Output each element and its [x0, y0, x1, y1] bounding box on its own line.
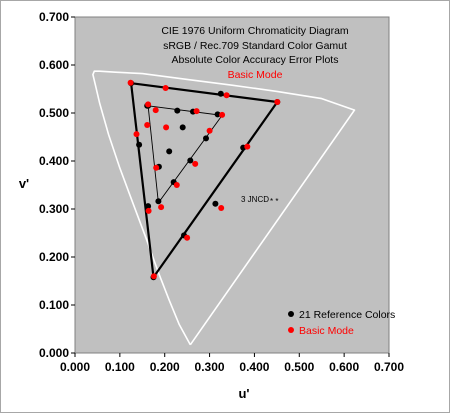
basic-mode-point-18: [152, 107, 159, 114]
y-tick-label: 0.300: [39, 202, 69, 216]
reference-point-15: [203, 135, 209, 142]
chart-title-line-3: Absolute Color Accuracy Error Plots: [172, 54, 339, 66]
basic-mode-point-11: [133, 131, 140, 138]
legend-label-basic-mode: Basic Mode: [299, 325, 354, 337]
y-axis-label: v': [19, 176, 29, 191]
annotation-3jncd: 3 JNCD: [241, 195, 269, 204]
x-tick-label: 0.400: [239, 360, 269, 374]
basic-mode-point-4: [145, 101, 152, 108]
basic-mode-point-1: [127, 79, 134, 86]
basic-mode-point-21: [144, 122, 151, 128]
basic-mode-point-15: [206, 127, 213, 134]
reference-point-21: [179, 124, 186, 131]
spectral-locus-layer: [92, 70, 356, 346]
y-tick-label: 0.400: [39, 154, 69, 168]
y-tick-label: 0.600: [39, 58, 69, 72]
y-tick-label: 0.000: [39, 346, 69, 360]
x-tick-label: 0.100: [105, 360, 135, 374]
reference-point-20: [166, 148, 173, 155]
legend: 21 Reference Colors Basic Mode: [288, 309, 395, 337]
reference-point-10: [145, 203, 152, 210]
basic-mode-point-12: [158, 204, 165, 211]
data-points-layer: [127, 79, 281, 281]
basic-mode-point-13: [173, 182, 180, 188]
reference-point-11: [136, 141, 143, 148]
reference-point-12: [155, 198, 162, 205]
basic-mode-point-20: [163, 124, 170, 131]
spectral-locus-line: [92, 70, 356, 346]
y-tick-label: 0.500: [39, 106, 69, 120]
annotation-3jncd-marker: * *: [270, 197, 278, 206]
reference-point-8: [212, 200, 219, 207]
basic-mode-point-10: [145, 207, 152, 214]
ticks-layer: 0.000 0.100 0.200 0.300 0.400 0.500 0.600 0.700…: [39, 10, 404, 374]
x-tick-label: 0.600: [329, 360, 359, 374]
reference-point-17: [214, 111, 221, 118]
legend-marker-reference: [288, 311, 294, 317]
basic-mode-point-8: [218, 205, 225, 211]
basic-mode-point-3: [150, 273, 157, 280]
chart-subtitle: Basic Mode: [228, 69, 283, 81]
basic-mode-point-14: [192, 160, 199, 167]
basic-mode-point-6: [162, 85, 169, 91]
plot-area: [74, 16, 390, 354]
basic-mode-point-7: [244, 143, 251, 150]
gamut-triangle-outer: [129, 81, 280, 281]
x-axis-label: u': [238, 386, 249, 401]
basic-mode-point-9: [184, 234, 191, 241]
basic-mode-point-19: [153, 164, 160, 171]
chart-title-line-2: sRGB / Rec.709 Standard Color Gamut: [163, 40, 347, 52]
y-tick-label: 0.200: [39, 250, 69, 264]
chart-title-line-1: CIE 1976 Uniform Chromaticity Diagram: [161, 25, 349, 37]
legend-marker-basic-mode: [288, 327, 294, 333]
basic-mode-point-17: [219, 111, 226, 118]
reference-point-6: [174, 107, 181, 114]
reference-point-5: [217, 90, 224, 97]
reference-point-14: [187, 157, 194, 164]
basic-mode-point-2: [274, 99, 281, 105]
x-tick-label: 0.500: [284, 360, 314, 374]
y-tick-label: 0.100: [39, 298, 69, 312]
basic-mode-point-16: [193, 108, 200, 115]
basic-mode-point-5: [223, 92, 230, 99]
x-tick-label: 0.700: [374, 360, 404, 374]
x-tick-label: 0.200: [150, 360, 180, 374]
y-tick-label: 0.700: [39, 10, 69, 24]
legend-label-reference: 21 Reference Colors: [299, 309, 395, 321]
x-tick-label: 0.000: [60, 360, 90, 374]
x-tick-label: 0.300: [195, 360, 225, 374]
